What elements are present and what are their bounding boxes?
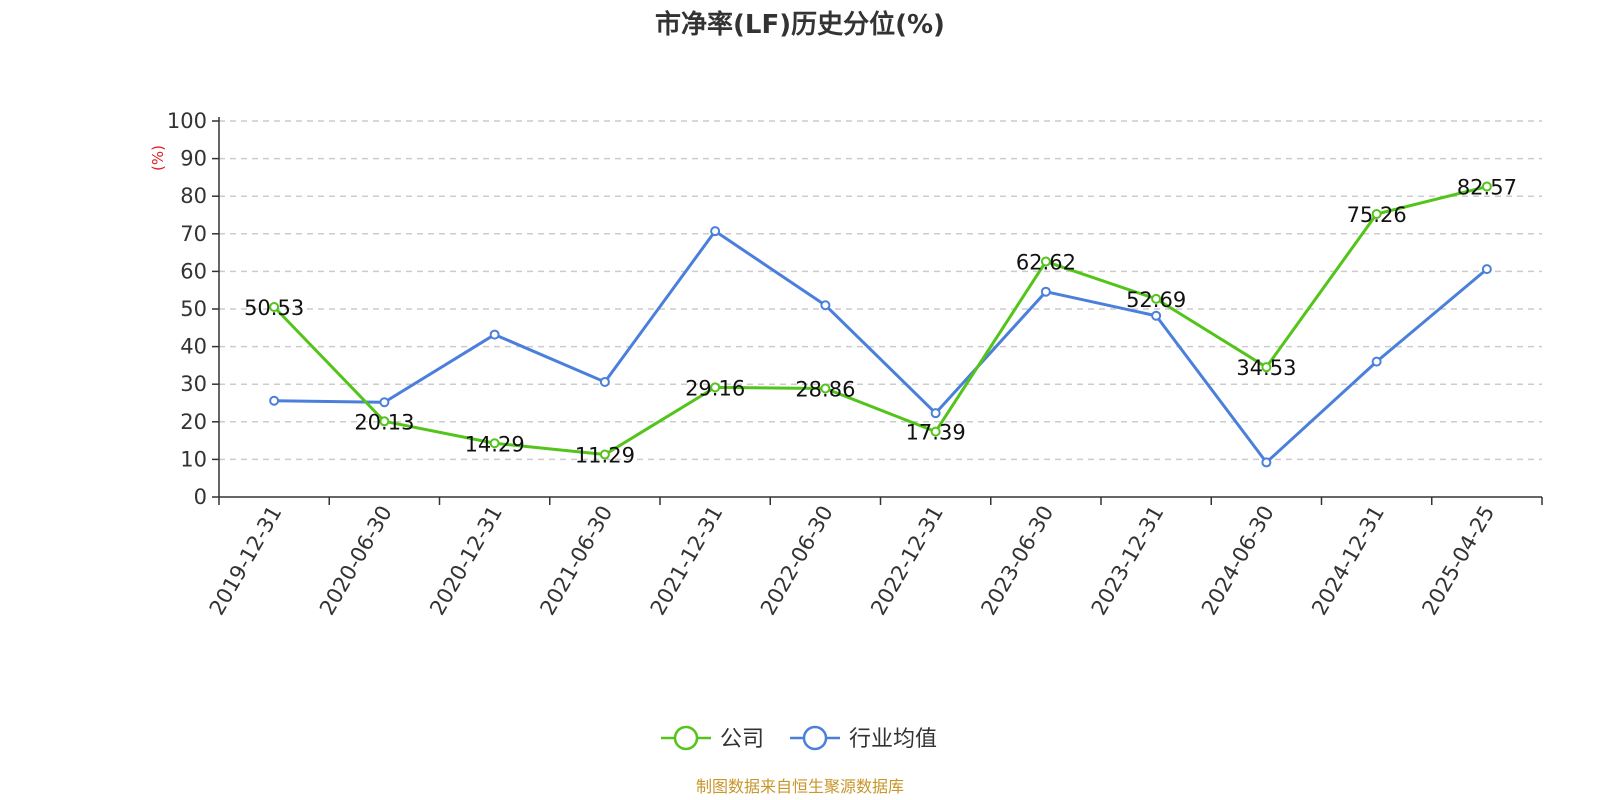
y-axis-unit-label: (%) [149, 145, 167, 171]
data-point[interactable] [489, 329, 500, 340]
data-point[interactable] [820, 300, 831, 311]
data-point[interactable] [599, 449, 610, 460]
data-point[interactable] [1481, 264, 1492, 275]
data-point[interactable] [379, 416, 390, 427]
x-tick-label: 2022-06-30 [756, 502, 838, 620]
data-point[interactable] [489, 438, 500, 449]
data-label: 28.86 [795, 377, 855, 401]
data-point[interactable] [269, 395, 280, 406]
x-tick-label: 2020-12-31 [425, 502, 507, 620]
legend-item-0[interactable]: 公司 [661, 725, 764, 752]
legend[interactable]: 公司 行业均值 [661, 725, 937, 752]
source-note: 制图数据来自恒生聚源数据库 [696, 777, 904, 796]
legend-swatch-marker [673, 725, 699, 751]
y-tick-label: 90 [180, 147, 207, 171]
series-line-0 [273, 185, 1488, 457]
x-tick-label: 2021-12-31 [646, 502, 728, 620]
x-axis: 2019-12-31 2020-06-30 2020-12-31 2021-06-30… [205, 496, 1543, 620]
data-point[interactable] [710, 382, 721, 393]
data-label: 34.53 [1236, 356, 1296, 380]
x-tick-label: 2021-06-30 [535, 502, 617, 620]
series-layer [269, 181, 1492, 468]
x-tick-label: 2023-12-31 [1087, 502, 1169, 620]
data-label: 11.29 [575, 444, 635, 468]
data-label: 50.53 [244, 296, 304, 320]
data-point[interactable] [1481, 181, 1492, 192]
data-point[interactable] [1151, 293, 1162, 304]
legend-item-1[interactable]: 行业均值 [790, 725, 937, 752]
y-tick-label: 70 [180, 222, 207, 246]
grid-lines [219, 120, 1542, 461]
data-point[interactable] [269, 302, 280, 313]
data-point[interactable] [1261, 362, 1272, 373]
y-tick-label: 50 [180, 297, 207, 321]
y-tick-label: 20 [180, 410, 207, 434]
data-labels: 50.53 20.13 14.29 11.29 29.16 28.86 17.39 62.62… [244, 176, 1517, 468]
data-label: 17.39 [906, 421, 966, 445]
legend-label: 行业均值 [849, 727, 937, 752]
y-tick-label: 30 [180, 372, 207, 396]
data-point[interactable] [1371, 209, 1382, 220]
y-tick-label: 10 [180, 447, 207, 471]
data-point[interactable] [1040, 286, 1051, 297]
data-label: 20.13 [354, 410, 414, 434]
y-tick-label: 80 [180, 184, 207, 208]
data-label: 52.69 [1126, 288, 1186, 312]
legend-label: 公司 [720, 727, 764, 752]
data-label: 14.29 [465, 432, 525, 456]
data-point[interactable] [1261, 457, 1272, 468]
y-tick-label: 100 [167, 109, 207, 133]
data-point[interactable] [599, 376, 610, 387]
data-point[interactable] [820, 383, 831, 394]
x-tick-label: 2022-12-31 [866, 502, 948, 620]
x-tick-label: 2024-06-30 [1197, 502, 1279, 620]
chart-title: 市净率(LF)历史分位(%) [655, 9, 945, 40]
legend-swatch-marker [802, 725, 828, 751]
data-point[interactable] [930, 408, 941, 419]
y-tick-label: 40 [180, 335, 207, 359]
data-point[interactable] [379, 397, 390, 408]
y-axis: 0 10 20 30 40 50 60 70 80 90 100 [167, 109, 220, 509]
data-point[interactable] [710, 226, 721, 237]
data-point[interactable] [1151, 310, 1162, 321]
x-tick-label: 2019-12-31 [205, 502, 287, 620]
data-label: 82.57 [1457, 176, 1517, 200]
data-label: 62.62 [1016, 251, 1076, 275]
series-line-1 [274, 229, 1488, 464]
data-point[interactable] [930, 426, 941, 437]
x-tick-label: 2025-04-25 [1417, 502, 1499, 620]
x-tick-label: 2023-06-30 [976, 502, 1058, 620]
y-tick-label: 60 [180, 259, 207, 283]
data-label: 75.26 [1347, 203, 1407, 227]
data-point[interactable] [1040, 256, 1051, 267]
y-tick-label: 0 [194, 485, 207, 509]
x-tick-label: 2020-06-30 [315, 502, 397, 620]
x-tick-label: 2024-12-31 [1307, 502, 1389, 620]
data-point[interactable] [1371, 356, 1382, 367]
data-label: 29.16 [685, 376, 745, 400]
